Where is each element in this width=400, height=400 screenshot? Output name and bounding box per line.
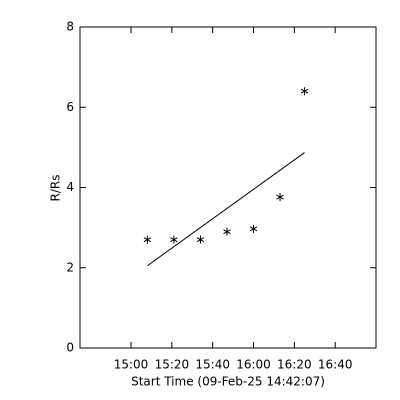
x-tick-label: 16:40 — [318, 358, 353, 372]
data-point — [196, 235, 205, 244]
x-tick-label: 15:20 — [155, 358, 190, 372]
data-point — [300, 87, 309, 96]
plot-frame — [79, 26, 377, 349]
y-tick-label: 2 — [66, 260, 74, 274]
fit-line — [147, 152, 305, 267]
y-axis-title: R/Rs — [49, 175, 63, 202]
x-axis-title: Start Time (09-Feb-25 14:42:07) — [131, 375, 325, 389]
data-point — [170, 235, 178, 244]
x-tick-label: 16:00 — [236, 358, 271, 372]
x-tick-label: 16:20 — [277, 358, 312, 372]
data-point — [143, 235, 152, 244]
y-tick-label: 8 — [66, 20, 74, 34]
y-tick-label: 6 — [66, 100, 74, 114]
x-tick-label: 15:00 — [114, 358, 149, 372]
x-tick-label: 15:40 — [195, 358, 230, 372]
y-tick-label: 0 — [66, 341, 74, 355]
y-tick-label: 4 — [66, 180, 74, 194]
data-point — [249, 224, 258, 233]
data-point — [223, 227, 231, 236]
data-point — [276, 193, 284, 202]
